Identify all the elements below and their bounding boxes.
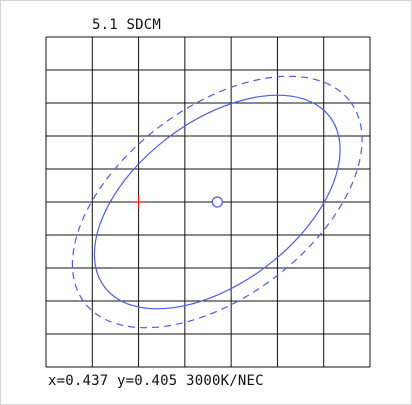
chart-title: 5.1 SDCM [92,17,162,33]
coordinate-readout: x=0.437 y=0.405 3000K/NEC [48,373,264,389]
target-center-marker [211,196,223,208]
sdcm-ellipse-outer [71,75,363,329]
sdcm-ellipse-inner [93,94,341,310]
